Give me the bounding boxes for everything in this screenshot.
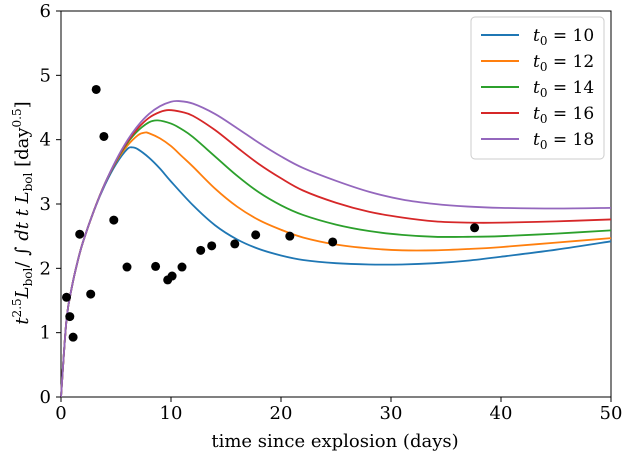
y-tick-label: 1 [40, 323, 51, 344]
y-tick-label: 3 [40, 194, 51, 215]
y-tick-label: 5 [40, 65, 51, 86]
data-point [470, 223, 480, 233]
scatter-layer [62, 84, 480, 342]
data-point [285, 231, 295, 241]
x-tick-label: 0 [55, 403, 66, 424]
x-tick-label: 20 [270, 403, 293, 424]
legend-label-2: t0 = 14 [533, 78, 594, 100]
data-point [207, 241, 217, 251]
ticks-layer: 0 10 20 30 40 50 0 1 2 3 4 5 6 [40, 1, 623, 424]
svg-text:t2.5Lbol/ ∫ dt t Lbol [day0.5]: t2.5Lbol/ ∫ dt t Lbol [day0.5] [10, 101, 35, 324]
legend-box [470, 16, 605, 160]
data-point [109, 215, 119, 225]
data-point [62, 292, 71, 302]
series-line-4 [60, 100, 612, 398]
data-point [151, 261, 161, 271]
data-point [167, 271, 177, 281]
legend-label-0: t0 = 10 [533, 26, 594, 48]
data-point [75, 229, 85, 239]
data-point [68, 332, 78, 342]
legend-label-3: t0 = 16 [533, 104, 594, 126]
data-point [230, 239, 240, 249]
series-layer [60, 100, 612, 398]
y-tick-label: 2 [40, 258, 51, 279]
data-point [99, 131, 109, 141]
data-point [65, 312, 75, 322]
legend-label-1: t0 = 12 [533, 52, 594, 74]
x-tick-label: 30 [380, 403, 403, 424]
legend-label-4: t0 = 18 [533, 130, 594, 152]
data-point [328, 237, 338, 247]
data-point [177, 262, 187, 272]
y-tick-label: 6 [40, 1, 51, 22]
data-point [122, 262, 132, 272]
x-tick-label: 10 [160, 403, 183, 424]
x-axis-label: time since explosion (days) [211, 431, 458, 452]
legend: t0 = 10 t0 = 12 t0 = 14 t0 = 16 t0 = 18 [470, 16, 605, 160]
data-point [251, 230, 261, 240]
x-tick-label: 50 [600, 403, 623, 424]
data-point [91, 84, 101, 94]
y-tick-label: 0 [40, 387, 51, 408]
data-point [196, 245, 206, 255]
y-tick-label: 4 [40, 130, 51, 151]
y-axis-label: t2.5Lbol/ ∫ dt t Lbol [day0.5] [10, 101, 35, 324]
x-tick-label: 40 [490, 403, 513, 424]
data-point [86, 289, 96, 299]
